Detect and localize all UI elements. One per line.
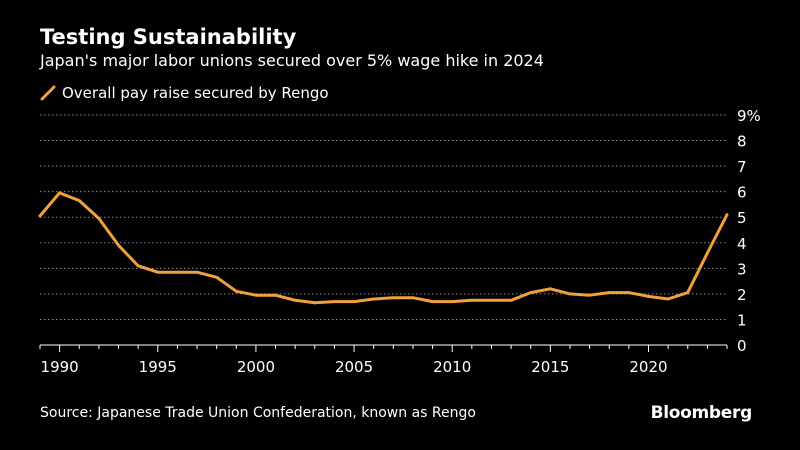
legend-label: Overall pay raise secured by Rengo — [62, 84, 329, 102]
data-point-2016 — [568, 292, 572, 296]
x-tick-label-2020: 2020 — [629, 358, 667, 376]
data-point-2004 — [333, 300, 336, 303]
y-tick-label-5: 5 — [737, 209, 747, 227]
x-tick-label-1990: 1990 — [41, 358, 79, 376]
data-point-1995 — [156, 270, 160, 274]
data-point-2019 — [627, 291, 631, 295]
series-line-0 — [38, 191, 729, 305]
data-point-1993 — [117, 243, 120, 247]
x-tick-label-1995: 1995 — [139, 358, 177, 376]
data-point-2014 — [529, 291, 533, 295]
data-point-2003 — [313, 301, 317, 305]
y-tick-label-2: 2 — [737, 286, 747, 304]
data-point-2011 — [470, 298, 474, 302]
chart-subtitle: Japan's major labor unions secured over … — [40, 51, 544, 70]
data-point-2001 — [274, 293, 277, 297]
data-point-1998 — [215, 275, 219, 279]
data-point-2005 — [352, 300, 356, 303]
x-tick-label-2010: 2010 — [433, 358, 471, 376]
y-tick-label-4: 4 — [737, 235, 747, 253]
y-tick-label-0: 0 — [737, 337, 747, 355]
data-point-2009 — [431, 300, 434, 303]
y-tick-label-3: 3 — [737, 260, 747, 278]
data-point-1990 — [58, 191, 62, 195]
data-point-2012 — [490, 298, 493, 302]
source-note: Source: Japanese Trade Union Confederati… — [40, 405, 476, 421]
data-point-2015 — [548, 287, 552, 291]
y-tick-label-6: 6 — [737, 184, 747, 202]
data-point-2020 — [647, 295, 650, 298]
data-point-2008 — [411, 296, 415, 300]
bloomberg-logo: Bloomberg — [650, 403, 753, 423]
legend-line-icon — [40, 85, 56, 101]
data-point-1999 — [234, 289, 238, 293]
y-tick-label-9: 9% — [737, 107, 761, 125]
data-point-1994 — [136, 264, 140, 268]
y-tick-label-1: 1 — [737, 311, 747, 329]
y-tick-label-8: 8 — [737, 133, 747, 151]
data-point-2000 — [254, 293, 258, 297]
data-point-2013 — [509, 298, 513, 302]
data-point-1997 — [195, 270, 199, 274]
y-tick-label-7: 7 — [737, 158, 747, 176]
data-point-2023 — [705, 251, 709, 255]
data-point-2021 — [666, 297, 670, 301]
data-point-2002 — [293, 298, 297, 302]
data-point-1989 — [38, 214, 42, 218]
data-point-2006 — [372, 297, 376, 301]
data-point-1996 — [176, 270, 179, 274]
chart-legend: Overall pay raise secured by Rengo — [40, 84, 329, 102]
x-tick-label-2015: 2015 — [531, 358, 569, 376]
data-point-2024 — [725, 213, 729, 217]
chart-title: Testing Sustainability — [40, 25, 297, 49]
data-point-2018 — [607, 291, 611, 295]
data-point-1991 — [77, 199, 81, 203]
data-point-2010 — [450, 300, 454, 303]
x-tick-label-2005: 2005 — [335, 358, 373, 376]
data-point-2022 — [686, 291, 690, 295]
x-tick-label-2000: 2000 — [237, 358, 275, 376]
data-point-2017 — [588, 293, 591, 297]
data-point-2007 — [391, 296, 395, 300]
data-point-1992 — [97, 217, 101, 220]
